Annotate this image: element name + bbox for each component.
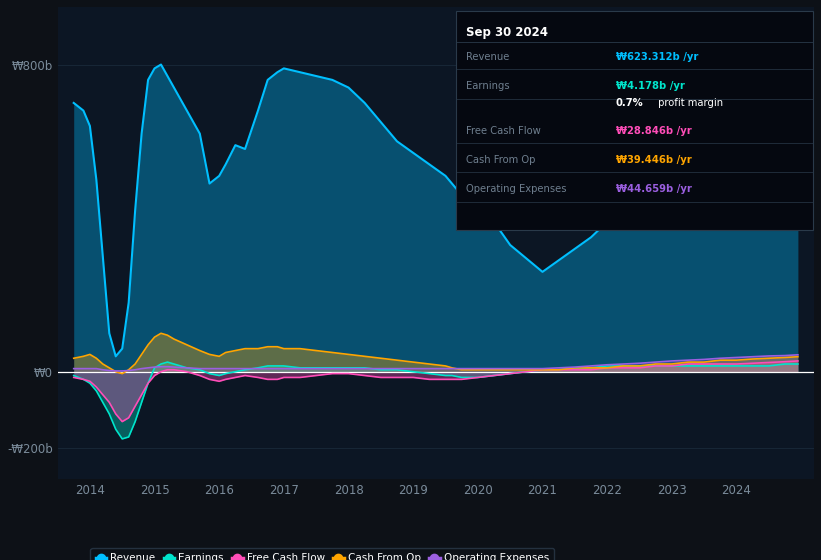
Text: Operating Expenses: Operating Expenses <box>466 184 566 194</box>
Legend: Revenue, Earnings, Free Cash Flow, Cash From Op, Operating Expenses: Revenue, Earnings, Free Cash Flow, Cash … <box>90 548 554 560</box>
Text: Free Cash Flow: Free Cash Flow <box>466 126 540 136</box>
Text: ₩39.446b /yr: ₩39.446b /yr <box>616 155 691 165</box>
Text: Sep 30 2024: Sep 30 2024 <box>466 26 548 39</box>
Text: ₩44.659b /yr: ₩44.659b /yr <box>616 184 691 194</box>
Text: Cash From Op: Cash From Op <box>466 155 535 165</box>
Text: ₩623.312b /yr: ₩623.312b /yr <box>616 52 698 62</box>
Text: Earnings: Earnings <box>466 81 509 91</box>
Text: 0.7%: 0.7% <box>616 98 644 108</box>
Text: ₩28.846b /yr: ₩28.846b /yr <box>616 126 691 136</box>
Text: profit margin: profit margin <box>655 98 723 108</box>
Text: Revenue: Revenue <box>466 52 509 62</box>
Text: ₩4.178b /yr: ₩4.178b /yr <box>616 81 685 91</box>
